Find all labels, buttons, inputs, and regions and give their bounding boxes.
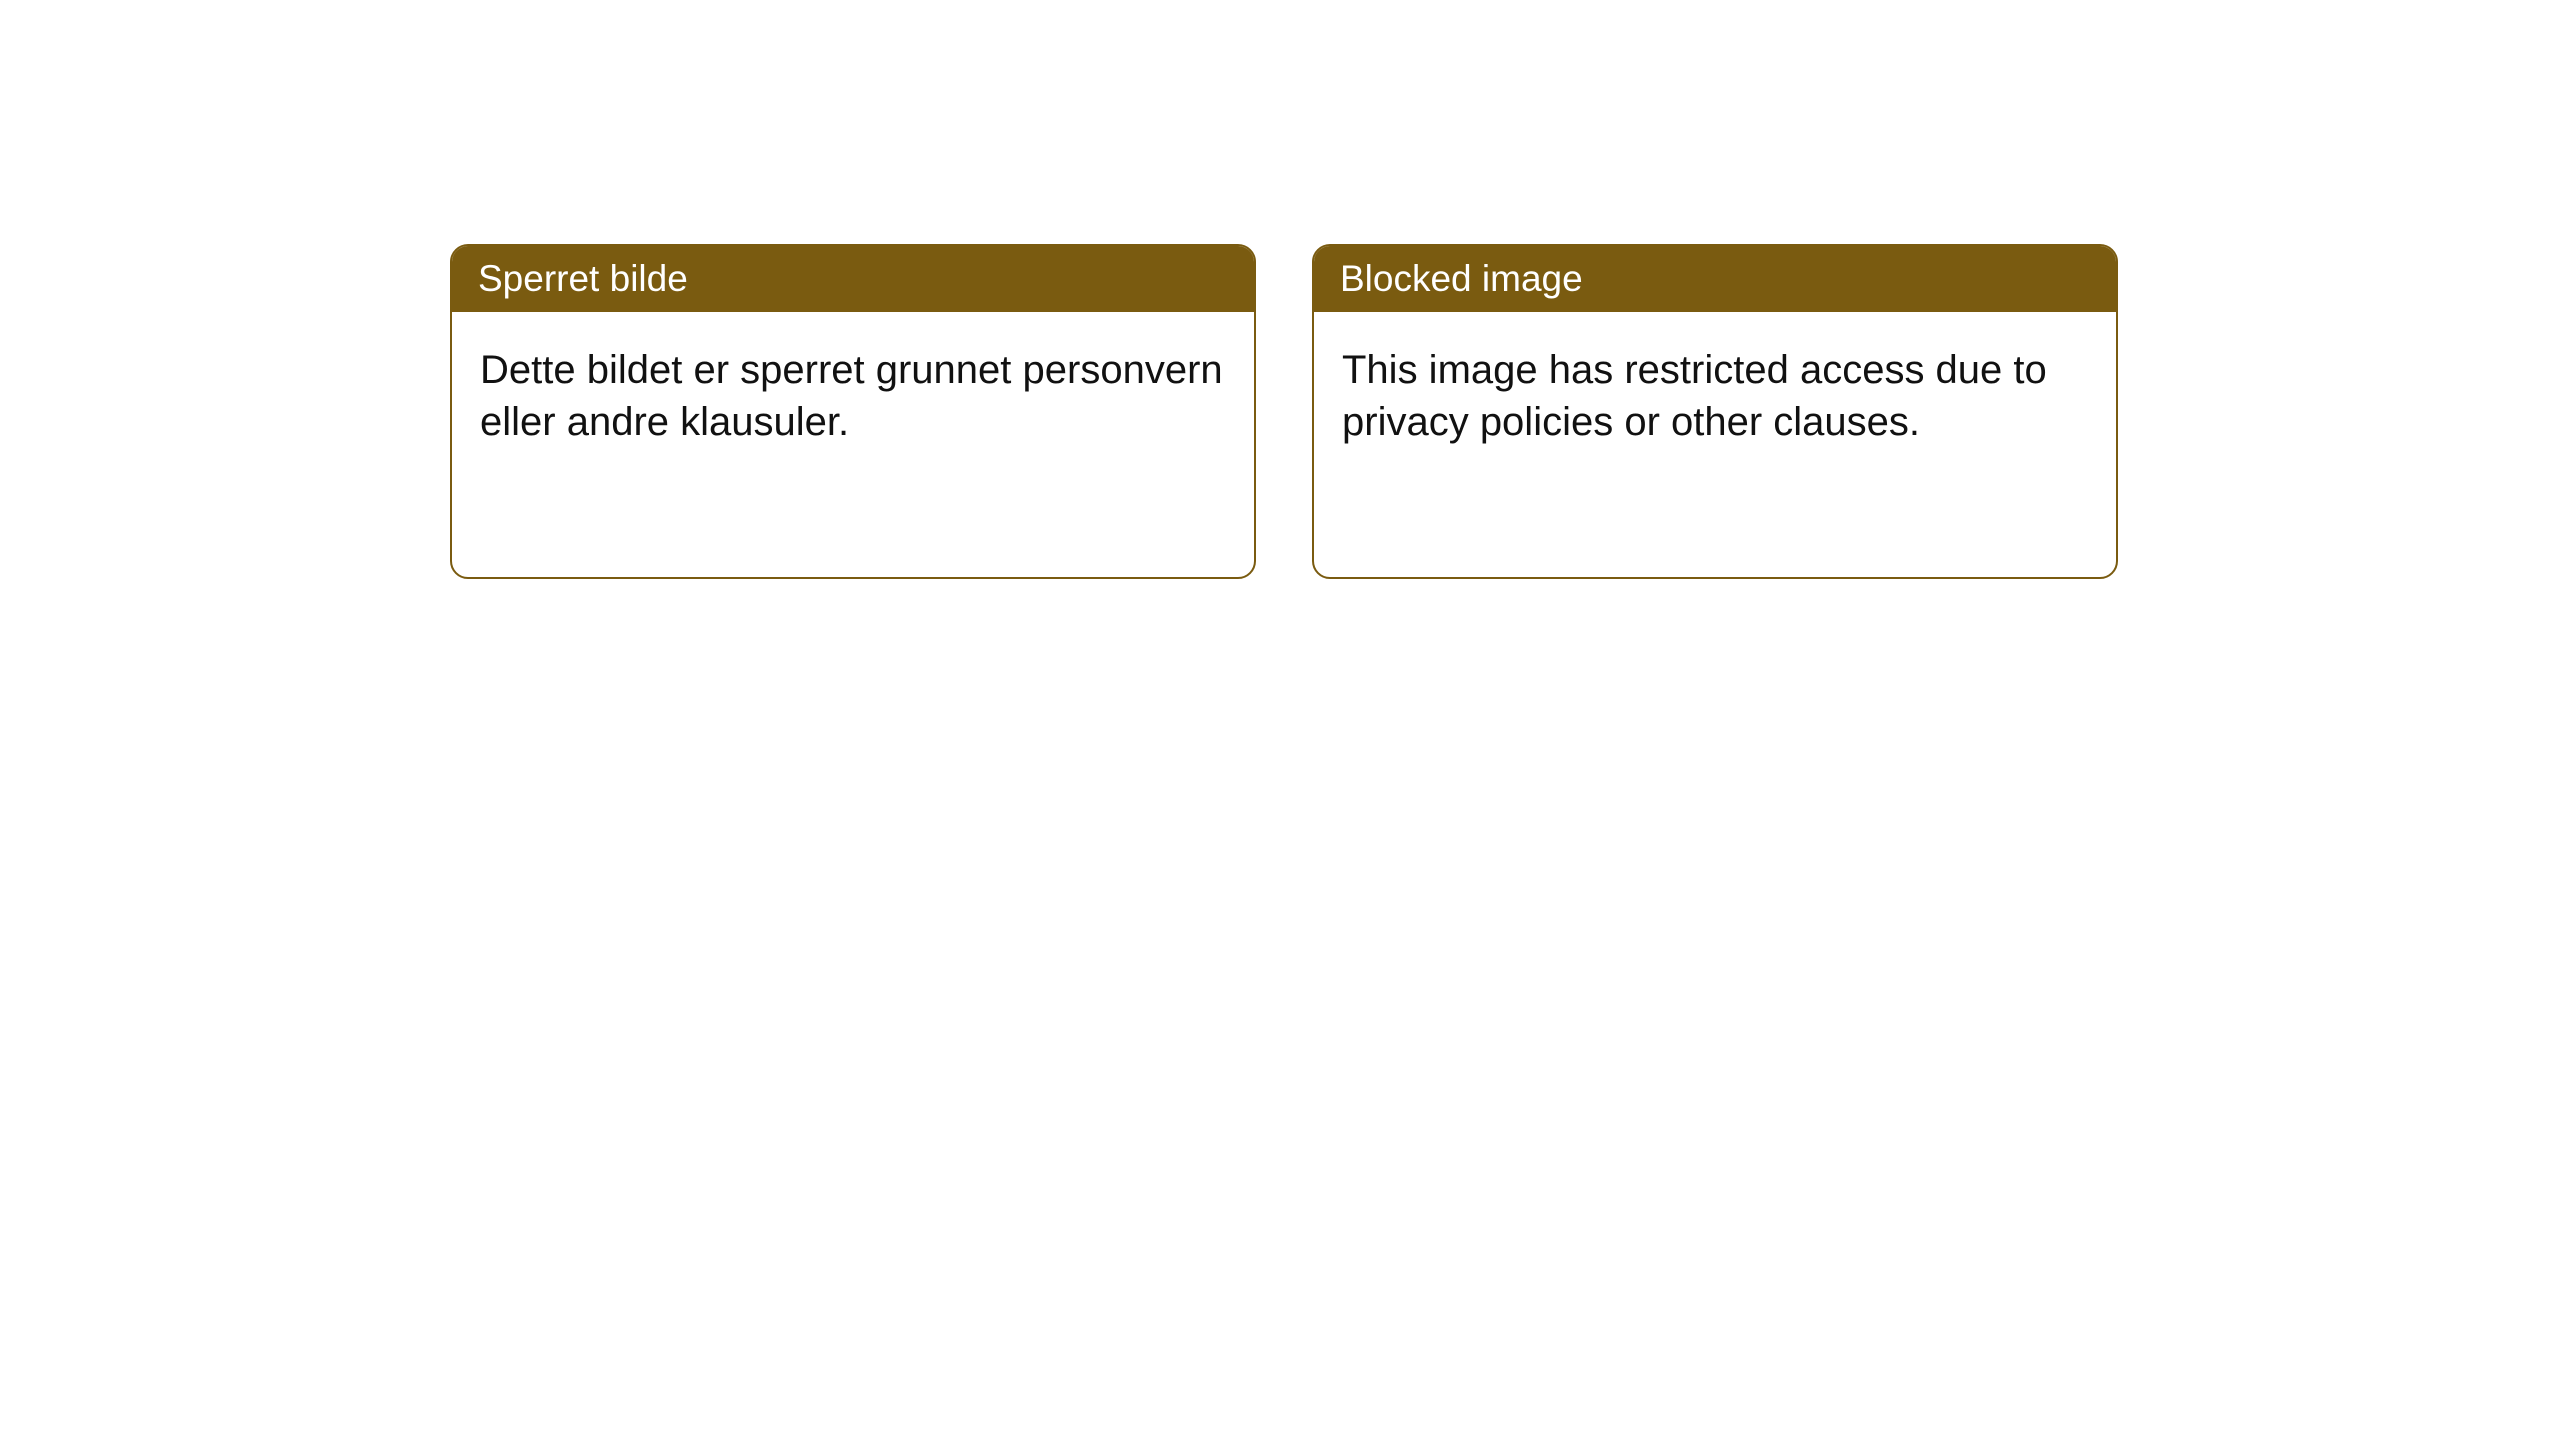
notice-box-english: Blocked image This image has restricted … — [1312, 244, 2118, 579]
notice-title-english: Blocked image — [1314, 246, 2116, 312]
notice-box-norwegian: Sperret bilde Dette bildet er sperret gr… — [450, 244, 1256, 579]
notice-body-english: This image has restricted access due to … — [1314, 312, 2116, 480]
notice-title-norwegian: Sperret bilde — [452, 246, 1254, 312]
notice-container: Sperret bilde Dette bildet er sperret gr… — [450, 244, 2118, 579]
notice-body-norwegian: Dette bildet er sperret grunnet personve… — [452, 312, 1254, 480]
